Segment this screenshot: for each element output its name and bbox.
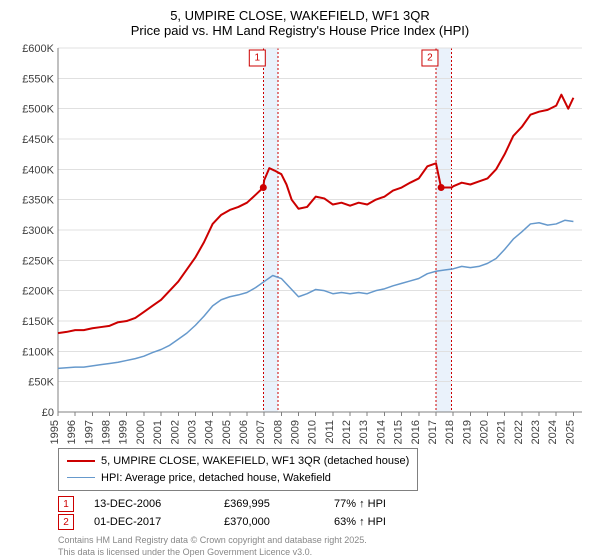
svg-text:£500K: £500K bbox=[22, 104, 54, 116]
svg-text:1997: 1997 bbox=[83, 420, 95, 444]
svg-text:£400K: £400K bbox=[22, 164, 54, 176]
legend-item-hpi: HPI: Average price, detached house, Wake… bbox=[67, 470, 409, 487]
svg-text:£100K: £100K bbox=[22, 346, 54, 358]
svg-text:2018: 2018 bbox=[444, 420, 456, 444]
svg-text:£600K: £600K bbox=[22, 44, 54, 55]
sale-date-2: 01-DEC-2017 bbox=[94, 516, 204, 528]
svg-text:2020: 2020 bbox=[479, 420, 491, 444]
line-chart-svg: £0 £50K £100K £150K £200K £250K £300K £350K £400… bbox=[10, 44, 590, 444]
svg-text:2002: 2002 bbox=[169, 420, 181, 444]
svg-text:2007: 2007 bbox=[255, 420, 267, 444]
footer-line1: Contains HM Land Registry data © Crown c… bbox=[58, 535, 590, 547]
sale-marker-1: 1 bbox=[58, 496, 74, 512]
sales-table: 1 13-DEC-2006 £369,995 77% ↑ HPI 2 01-DE… bbox=[58, 495, 590, 531]
svg-text:2001: 2001 bbox=[152, 420, 164, 444]
svg-text:2017: 2017 bbox=[427, 420, 439, 444]
svg-text:£250K: £250K bbox=[22, 255, 54, 267]
svg-text:1999: 1999 bbox=[118, 420, 130, 444]
sale-row-2: 2 01-DEC-2017 £370,000 63% ↑ HPI bbox=[58, 513, 590, 531]
legend-label-property: 5, UMPIRE CLOSE, WAKEFIELD, WF1 3QR (det… bbox=[101, 453, 409, 470]
svg-text:£450K: £450K bbox=[22, 134, 54, 146]
legend-swatch-hpi bbox=[67, 477, 95, 478]
svg-text:2013: 2013 bbox=[358, 420, 370, 444]
svg-text:2: 2 bbox=[427, 53, 433, 64]
chart-container: 5, UMPIRE CLOSE, WAKEFIELD, WF1 3QR Pric… bbox=[0, 0, 600, 560]
svg-text:2011: 2011 bbox=[324, 420, 336, 444]
sale-hpi-1: 77% ↑ HPI bbox=[334, 498, 424, 510]
svg-text:2015: 2015 bbox=[393, 420, 405, 444]
chart-plot-area: £0 £50K £100K £150K £200K £250K £300K £350K £400… bbox=[10, 44, 590, 444]
svg-text:£550K: £550K bbox=[22, 73, 54, 85]
svg-text:2008: 2008 bbox=[272, 420, 284, 444]
svg-text:2022: 2022 bbox=[513, 420, 525, 444]
svg-text:2004: 2004 bbox=[204, 420, 216, 444]
chart-title-subtitle: Price paid vs. HM Land Registry's House … bbox=[10, 23, 590, 38]
svg-text:2009: 2009 bbox=[290, 420, 302, 444]
footer-attribution: Contains HM Land Registry data © Crown c… bbox=[58, 535, 590, 558]
svg-text:2025: 2025 bbox=[564, 420, 576, 444]
svg-text:1996: 1996 bbox=[66, 420, 78, 444]
chart-title-address: 5, UMPIRE CLOSE, WAKEFIELD, WF1 3QR bbox=[10, 8, 590, 23]
sale-date-1: 13-DEC-2006 bbox=[94, 498, 204, 510]
svg-text:2012: 2012 bbox=[341, 420, 353, 444]
svg-text:2019: 2019 bbox=[461, 420, 473, 444]
legend-label-hpi: HPI: Average price, detached house, Wake… bbox=[101, 470, 331, 487]
svg-text:1998: 1998 bbox=[101, 420, 113, 444]
sale-hpi-2: 63% ↑ HPI bbox=[334, 516, 424, 528]
sale-row-1: 1 13-DEC-2006 £369,995 77% ↑ HPI bbox=[58, 495, 590, 513]
svg-text:1995: 1995 bbox=[49, 420, 61, 444]
svg-text:2014: 2014 bbox=[375, 420, 387, 444]
chart-legend: 5, UMPIRE CLOSE, WAKEFIELD, WF1 3QR (det… bbox=[58, 448, 418, 491]
svg-text:2000: 2000 bbox=[135, 420, 147, 444]
svg-text:2016: 2016 bbox=[410, 420, 422, 444]
sale-price-2: £370,000 bbox=[224, 516, 314, 528]
legend-item-property: 5, UMPIRE CLOSE, WAKEFIELD, WF1 3QR (det… bbox=[67, 453, 409, 470]
svg-text:£350K: £350K bbox=[22, 195, 54, 207]
footer-line2: This data is licensed under the Open Gov… bbox=[58, 547, 590, 559]
legend-swatch-property bbox=[67, 460, 95, 462]
svg-text:2024: 2024 bbox=[547, 420, 559, 444]
svg-text:£50K: £50K bbox=[28, 377, 54, 389]
svg-text:£0: £0 bbox=[42, 407, 54, 419]
svg-text:£200K: £200K bbox=[22, 286, 54, 298]
svg-text:1: 1 bbox=[255, 53, 261, 64]
svg-text:2003: 2003 bbox=[186, 420, 198, 444]
svg-text:2023: 2023 bbox=[530, 420, 542, 444]
svg-text:2005: 2005 bbox=[221, 420, 233, 444]
svg-text:2021: 2021 bbox=[496, 420, 508, 444]
sale-price-1: £369,995 bbox=[224, 498, 314, 510]
svg-text:2010: 2010 bbox=[307, 420, 319, 444]
svg-text:£300K: £300K bbox=[22, 225, 54, 237]
svg-text:£150K: £150K bbox=[22, 316, 54, 328]
svg-text:2006: 2006 bbox=[238, 420, 250, 444]
sale-marker-2: 2 bbox=[58, 514, 74, 530]
